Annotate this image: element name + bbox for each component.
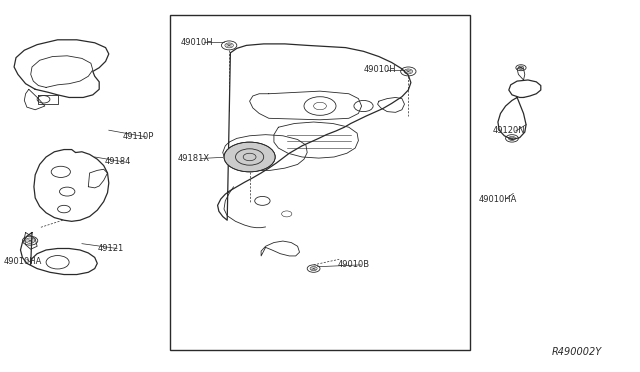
- Text: 49010HA: 49010HA: [479, 195, 517, 203]
- Text: 49010B: 49010B: [338, 260, 370, 269]
- Text: 49121: 49121: [98, 244, 124, 253]
- Text: 49010H: 49010H: [181, 38, 214, 46]
- Text: 49181X: 49181X: [178, 154, 210, 163]
- Text: 49010HA: 49010HA: [3, 257, 42, 266]
- Text: 49184: 49184: [104, 157, 131, 166]
- Text: 49120N: 49120N: [493, 126, 525, 135]
- Text: R490002Y: R490002Y: [552, 347, 602, 356]
- Text: 49010H: 49010H: [364, 65, 396, 74]
- Circle shape: [224, 142, 275, 172]
- Text: 49110P: 49110P: [123, 132, 154, 141]
- Bar: [170, 15, 470, 350]
